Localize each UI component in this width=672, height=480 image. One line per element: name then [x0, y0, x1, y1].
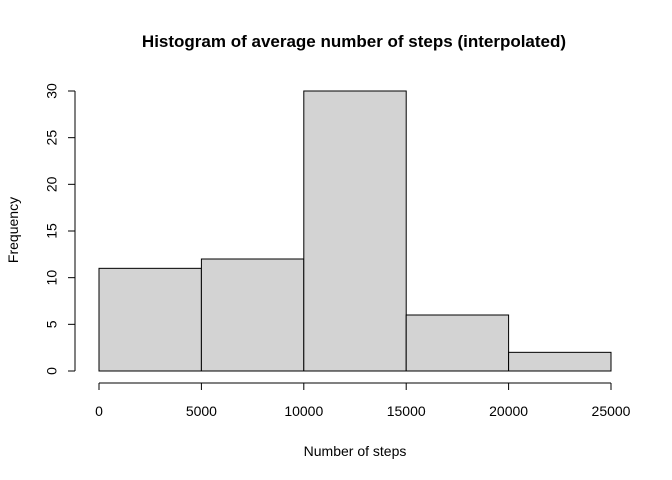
y-tick-label-0: 0	[44, 367, 60, 375]
y-tick-label-3: 15	[44, 223, 60, 239]
histogram-bar-2	[303, 90, 407, 372]
x-tick-label-2: 10000	[284, 403, 323, 419]
histogram-bar-0	[98, 267, 202, 372]
chart-title: Histogram of average number of steps (in…	[142, 32, 566, 51]
x-tick-label-3: 15000	[387, 403, 426, 419]
y-tick-label-5: 25	[44, 130, 60, 146]
bars-layer	[98, 90, 612, 372]
x-tick-label-4: 20000	[489, 403, 528, 419]
y-axis-label: Frequency	[5, 197, 21, 263]
histogram-bar-3	[405, 314, 510, 372]
y-tick-label-6: 30	[44, 83, 60, 99]
histogram-bar-1	[200, 258, 305, 372]
x-axis-label: Number of steps	[304, 443, 407, 459]
y-axis: 0 5 10 15 20 25 30	[44, 83, 76, 375]
histogram-bar-4	[508, 351, 612, 372]
x-tick-label-5: 25000	[592, 403, 631, 419]
y-tick-label-4: 20	[44, 176, 60, 192]
x-axis: 0 5000 10000 15000 20000 25000	[95, 382, 631, 419]
y-tick-label-1: 5	[44, 320, 60, 328]
y-tick-label-2: 10	[44, 270, 60, 286]
x-tick-label-0: 0	[95, 403, 103, 419]
x-tick-label-1: 5000	[186, 403, 217, 419]
